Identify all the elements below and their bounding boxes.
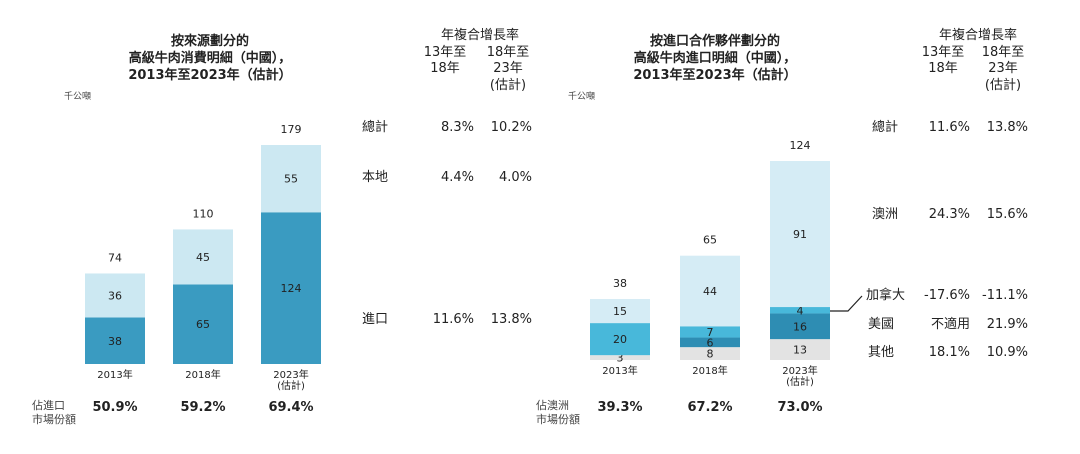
data-label-加拿大-1: 7 xyxy=(707,326,714,339)
right-row-label-other: 其他 xyxy=(868,345,895,360)
right-row-v1-other: 18.1% xyxy=(928,345,970,360)
right-row-v2-total: 13.8% xyxy=(986,120,1028,135)
left-share-2013: 50.9% xyxy=(92,400,138,415)
total-label-2: 124 xyxy=(790,139,811,152)
category-label-2-1: (估計) xyxy=(786,375,814,388)
right-row-v2-usa: 21.9% xyxy=(986,317,1028,332)
data-label-加拿大-0: 20 xyxy=(613,333,627,346)
bar-segment-加拿大-2 xyxy=(770,307,830,314)
data-label-進口-2: 124 xyxy=(281,282,302,295)
canada-leader-line xyxy=(830,295,863,312)
category-label-2-0: 2023年 xyxy=(273,368,308,381)
right-row-v2-other: 10.9% xyxy=(986,345,1028,360)
right-share-2013: 39.3% xyxy=(597,400,643,415)
data-label-其他-2: 13 xyxy=(793,344,807,357)
data-label-加拿大-2: 4 xyxy=(797,304,804,317)
data-label-本地-0: 36 xyxy=(108,289,122,302)
right-cagr-col2: 18年至 23年 (估計) xyxy=(981,45,1025,93)
left-row-label-local: 本地 xyxy=(362,170,389,185)
data-label-其他-1: 8 xyxy=(707,348,714,361)
total-label-1: 65 xyxy=(703,234,717,247)
data-label-澳洲-2: 91 xyxy=(793,228,807,241)
bar-segment-本地-1 xyxy=(173,229,233,285)
total-label-0: 38 xyxy=(613,277,627,290)
right-row-label-canada: 加拿大 xyxy=(866,288,906,303)
category-label-1-0: 2018年 xyxy=(185,368,220,381)
right-row-v1-canada: -17.6% xyxy=(924,288,970,303)
left-unit-label: 千公噸 xyxy=(64,92,92,102)
right-row-v2-australia: 15.6% xyxy=(986,207,1028,222)
left-row-v1-import: 11.6% xyxy=(432,312,474,327)
right-cagr-col1: 13年至 18年 xyxy=(921,45,965,77)
right-chart-title: 按進口合作夥伴劃分的 高級牛肉進口明細（中國）， 2013年至2023年（估計） xyxy=(633,34,797,83)
category-label-0-0: 2013年 xyxy=(602,364,637,377)
bar-segment-其他-1 xyxy=(680,347,740,360)
data-label-澳洲-0: 15 xyxy=(613,305,627,318)
total-label-1: 110 xyxy=(193,207,214,220)
left-row-v2-local: 4.0% xyxy=(498,170,532,185)
left-row-v2-total: 10.2% xyxy=(490,120,532,135)
bar-segment-進口-0 xyxy=(85,317,145,364)
category-label-2-0: 2023年 xyxy=(782,364,817,377)
data-label-其他-0: 3 xyxy=(617,352,624,365)
left-stacked-bar-chart: 38 36 74 2013年 65 45 110 2018年 124 55 179 2023年(估計) xyxy=(85,123,321,392)
total-label-0: 74 xyxy=(108,251,122,264)
total-label-2: 179 xyxy=(281,123,302,136)
right-row-v1-usa: 不適用 xyxy=(930,317,970,332)
bar-segment-美國-2 xyxy=(770,313,830,340)
left-cagr-col1: 13年至 18年 xyxy=(423,45,467,77)
left-chart-title: 按來源劃分的 高級牛肉消費明細（中國）， 2013年至2023年（估計） xyxy=(128,34,292,83)
data-label-澳洲-1: 44 xyxy=(703,285,717,298)
right-cagr-header: 年複合增長率 xyxy=(938,28,1017,43)
right-row-label-usa: 美國 xyxy=(868,317,895,332)
left-row-v2-import: 13.8% xyxy=(490,312,532,327)
right-share-label: 佔澳洲 市場份額 xyxy=(536,399,580,427)
bar-segment-其他-2 xyxy=(770,339,830,360)
left-share-2023: 69.4% xyxy=(268,400,314,415)
bar-segment-加拿大-0 xyxy=(590,323,650,356)
right-row-v1-australia: 24.3% xyxy=(928,207,970,222)
data-label-本地-1: 45 xyxy=(196,251,210,264)
left-row-label-import: 進口 xyxy=(362,312,389,327)
bar-segment-澳洲-2 xyxy=(770,161,830,308)
right-row-v1-total: 11.6% xyxy=(928,120,970,135)
left-share-2018: 59.2% xyxy=(180,400,226,415)
right-row-label-total: 總計 xyxy=(872,120,899,135)
left-row-v1-total: 8.3% xyxy=(440,120,474,135)
data-label-進口-0: 38 xyxy=(108,335,122,348)
right-unit-label: 千公噸 xyxy=(568,92,596,102)
right-share-2018: 67.2% xyxy=(687,400,733,415)
bar-segment-美國-1 xyxy=(680,337,740,348)
data-label-美國-1: 6 xyxy=(707,336,714,349)
left-cagr-header: 年複合增長率 xyxy=(440,28,519,43)
right-row-label-australia: 澳洲 xyxy=(872,207,899,222)
left-share-label: 佔進口 市場份額 xyxy=(32,399,76,427)
left-row-v1-local: 4.4% xyxy=(440,170,474,185)
bar-segment-進口-2 xyxy=(261,212,321,364)
category-label-0-0: 2013年 xyxy=(97,368,132,381)
data-label-進口-1: 65 xyxy=(196,318,210,331)
bar-segment-本地-2 xyxy=(261,145,321,213)
bar-segment-澳洲-0 xyxy=(590,299,650,324)
bar-segment-加拿大-1 xyxy=(680,326,740,338)
bar-segment-進口-1 xyxy=(173,284,233,364)
bar-segment-其他-0 xyxy=(590,355,650,360)
data-label-美國-2: 16 xyxy=(793,320,807,333)
category-label-1-0: 2018年 xyxy=(692,364,727,377)
right-share-2023: 73.0% xyxy=(777,400,823,415)
bar-segment-本地-0 xyxy=(85,273,145,318)
bar-segment-澳洲-1 xyxy=(680,255,740,327)
right-row-v2-canada: -11.1% xyxy=(982,288,1028,303)
left-row-label-total: 總計 xyxy=(362,120,389,135)
data-label-本地-2: 55 xyxy=(284,173,298,186)
category-label-2-1: (估計) xyxy=(277,379,305,392)
right-stacked-bar-chart: 3 20 15 38 2013年 867 44 65 2018年 13 16 4 91 124 2023年(… xyxy=(590,139,863,388)
left-cagr-col2: 18年至 23年 (估計) xyxy=(486,45,530,93)
